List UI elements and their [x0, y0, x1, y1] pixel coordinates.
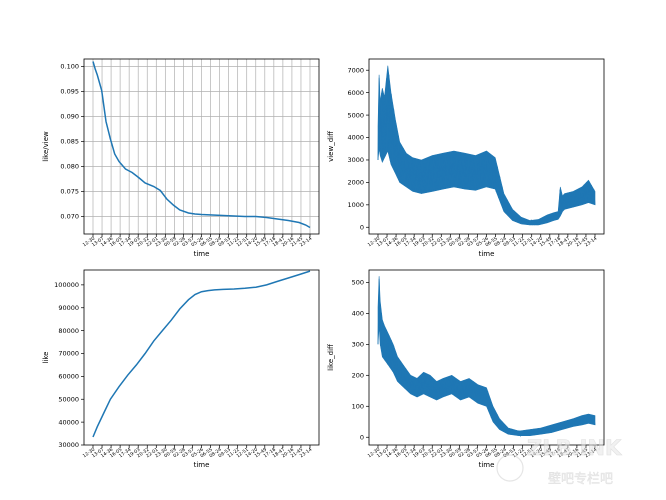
y-tick-label: 200 — [352, 372, 364, 380]
y-tick-label: 6000 — [347, 89, 364, 97]
y-tick-label: 80000 — [58, 327, 79, 335]
y-tick-label: 100 — [352, 402, 364, 410]
series-line — [377, 278, 596, 438]
series-band — [377, 276, 596, 436]
series-line — [92, 270, 311, 438]
y-tick-label: 2000 — [347, 179, 364, 187]
y-tick-label: 30000 — [58, 441, 79, 449]
y-tick-label: 0.100 — [60, 63, 79, 71]
axes-frame — [368, 58, 605, 235]
watermark-logo-icon — [496, 454, 524, 482]
y-tick-label: 4000 — [347, 134, 364, 142]
watermark: ZLB.INK 壁吧专栏吧 — [496, 436, 622, 487]
y-tick-label: 0 — [360, 433, 364, 441]
x-axis-label: time — [479, 461, 495, 469]
y-axis-label: view_diff — [327, 131, 335, 162]
y-tick-label: 0.075 — [60, 188, 79, 196]
watermark-subtext: 壁吧专栏吧 — [548, 472, 613, 487]
y-axis-label: like_diff — [327, 344, 335, 371]
y-tick-label: 90000 — [58, 304, 79, 312]
y-axis-label: like — [42, 351, 50, 363]
axes-frame — [83, 269, 320, 446]
y-tick-label: 0.070 — [60, 213, 79, 221]
y-tick-label: 5000 — [347, 111, 364, 119]
subplot-view-diff: 0100020003000400050006000700012-3013-071… — [327, 58, 605, 258]
y-tick-label: 1000 — [347, 201, 364, 209]
x-axis-label: time — [479, 250, 495, 258]
y-tick-label: 300 — [352, 341, 364, 349]
y-axis-label: like/view — [42, 131, 50, 162]
y-tick-label: 0.090 — [60, 113, 79, 121]
y-tick-label: 0.085 — [60, 138, 79, 146]
y-tick-label: 400 — [352, 310, 364, 318]
y-tick-label: 100000 — [54, 281, 79, 289]
y-tick-label: 0.095 — [60, 88, 79, 96]
x-axis-label: time — [194, 461, 210, 469]
y-tick-label: 3000 — [347, 156, 364, 164]
series-line — [377, 74, 596, 226]
subplot-like-per-view: 0.0700.0750.0800.0850.0900.0950.10012-30… — [42, 58, 320, 258]
subplot-like: 30000 40000 50000 60000 70000 80000 90000 10000… — [42, 269, 320, 469]
y-tick-label: 40000 — [58, 418, 79, 426]
y-tick-label: 50000 — [58, 395, 79, 403]
axes-frame — [83, 58, 320, 235]
axes-frame — [368, 269, 605, 446]
y-tick-label: 70000 — [58, 350, 79, 358]
y-tick-label: 0 — [360, 223, 364, 231]
x-axis-label: time — [194, 250, 210, 258]
y-tick-label: 7000 — [347, 66, 364, 74]
y-tick-label: 0.080 — [60, 163, 79, 171]
series-line — [92, 61, 311, 229]
y-tick-label: 60000 — [58, 373, 79, 381]
watermark-text: ZLB.INK — [527, 436, 622, 460]
y-tick-label: 500 — [352, 279, 364, 287]
